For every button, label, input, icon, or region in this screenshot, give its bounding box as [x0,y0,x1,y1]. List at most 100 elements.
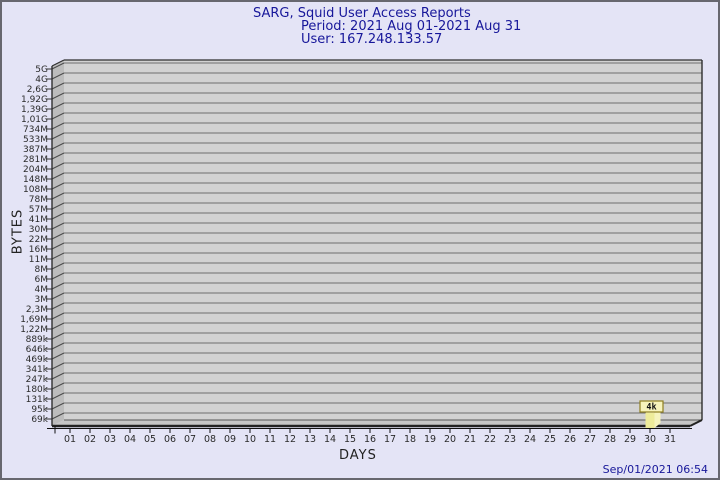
y-grid-depth-line [51,82,65,90]
y-grid-depth-line [51,102,65,110]
x-tick-label: 02 [84,434,96,445]
x-tick-label: 14 [324,434,336,445]
plot-back-wall [64,60,702,420]
x-tick-label: 16 [364,434,376,445]
chart-period-subtitle: Period: 2021 Aug 01-2021 Aug 31 [301,19,522,34]
y-grid-depth-line [51,302,65,310]
x-tick-label: 22 [484,434,496,445]
y-tick-label: 4G [35,75,48,85]
x-tick-label: 01 [64,434,76,445]
x-tick-label: 08 [204,434,216,445]
y-grid-depth-line [51,272,65,280]
y-tick-label: 1,01G [21,115,48,125]
x-tick-label: 18 [404,434,416,445]
y-grid-depth-line [51,222,65,230]
y-tick-label: 148M [23,175,48,185]
y-tick-label: 30M [29,225,48,235]
y-tick-label: 16M [29,245,48,255]
y-grid-depth-line [51,212,65,220]
y-tick-label: 69k [31,415,48,425]
y-tick-label: 6M [35,275,49,285]
y-grid-depth-line [51,292,65,300]
y-tick-label: 1,39G [21,105,48,115]
x-tick-label: 29 [624,434,636,445]
y-tick-label: 4M [35,285,49,295]
y-grid-depth-line [51,342,65,350]
y-grid-depth-line [51,262,65,270]
y-tick-label: 1,92G [21,95,48,105]
y-grid-depth-line [51,392,65,400]
y-grid-depth-line [51,142,65,150]
chart-title: SARG, Squid User Access Reports [253,6,471,21]
plot-bottomright-depth-edge [689,419,703,427]
x-tick-label: 07 [184,434,196,445]
y-tick-label: 2,6G [27,85,48,95]
y-tick-label: 95k [31,405,48,415]
x-tick-label: 24 [524,434,536,445]
x-tick-label: 26 [564,434,576,445]
y-grid-depth-line [51,352,65,360]
y-grid-depth-line [51,172,65,180]
y-grid-depth-line [51,402,65,410]
y-grid-depth-line [51,202,65,210]
y-tick-label: 204M [23,165,48,175]
y-tick-label: 247k [26,375,49,385]
y-grid-depth-line [51,162,65,170]
y-grid-depth-line [51,152,65,160]
y-grid-depth-line [51,382,65,390]
x-tick-label: 23 [504,434,516,445]
bar-value-callout [639,400,664,413]
y-grid-depth-line [51,232,65,240]
y-grid-depth-line [51,332,65,340]
x-axis-title: DAYS [339,448,377,463]
bar-value-label: 4k [646,403,656,413]
generation-timestamp: Sep/01/2021 06:54 [602,463,708,476]
plot-topleft-depth-edge [51,59,65,67]
x-tick-label: 04 [124,434,136,445]
y-grid-depth-line [51,412,65,420]
x-tick-label: 06 [164,434,176,445]
x-tick-label: 12 [284,434,296,445]
y-grid-depth-line [51,362,65,370]
y-tick-label: 1,69M [20,315,48,325]
y-tick-label: 646k [26,345,49,355]
x-tick-label: 10 [244,434,256,445]
x-tick-label: 17 [384,434,396,445]
data-bar-side-face [654,408,661,428]
y-tick-label: 281M [23,155,48,165]
y-grid-depth-line [51,372,65,380]
y-grid-depth-line [51,72,65,80]
x-tick-label: 05 [144,434,156,445]
y-tick-label: 78M [29,195,48,205]
y-tick-label: 8M [35,265,49,275]
plot-left-wall [52,60,64,426]
x-tick-label: 21 [464,434,476,445]
y-tick-label: 22M [29,235,48,245]
grid-lines-layer [51,62,702,420]
x-tick-label: 19 [424,434,436,445]
y-grid-depth-line [51,252,65,260]
x-tick-label: 11 [264,434,276,445]
y-grid-depth-line [51,182,65,190]
y-tick-label: 387M [23,145,48,155]
plot-floor [52,420,702,426]
x-tick-label: 30 [644,434,656,445]
y-tick-label: 889k [26,335,49,345]
y-tick-label: 41M [29,215,48,225]
y-tick-label: 469k [26,355,49,365]
y-tick-label: 734M [23,125,48,135]
y-grid-depth-line [51,122,65,130]
y-tick-label: 5G [35,65,48,75]
y-tick-label: 11M [29,255,48,265]
y-grid-depth-line [51,192,65,200]
x-tick-label: 27 [584,434,596,445]
plot-edges-layer [51,59,703,428]
y-grid-depth-line [51,132,65,140]
y-tick-label: 180k [26,385,49,395]
y-tick-label: 533M [23,135,48,145]
y-tick-label: 131k [26,395,49,405]
y-tick-label: 341k [26,365,49,375]
y-axis-ticks-layer: 5G4G2,6G1,92G1,39G1,01G734M533M387M281M2… [20,65,52,425]
y-grid-depth-line [51,92,65,100]
